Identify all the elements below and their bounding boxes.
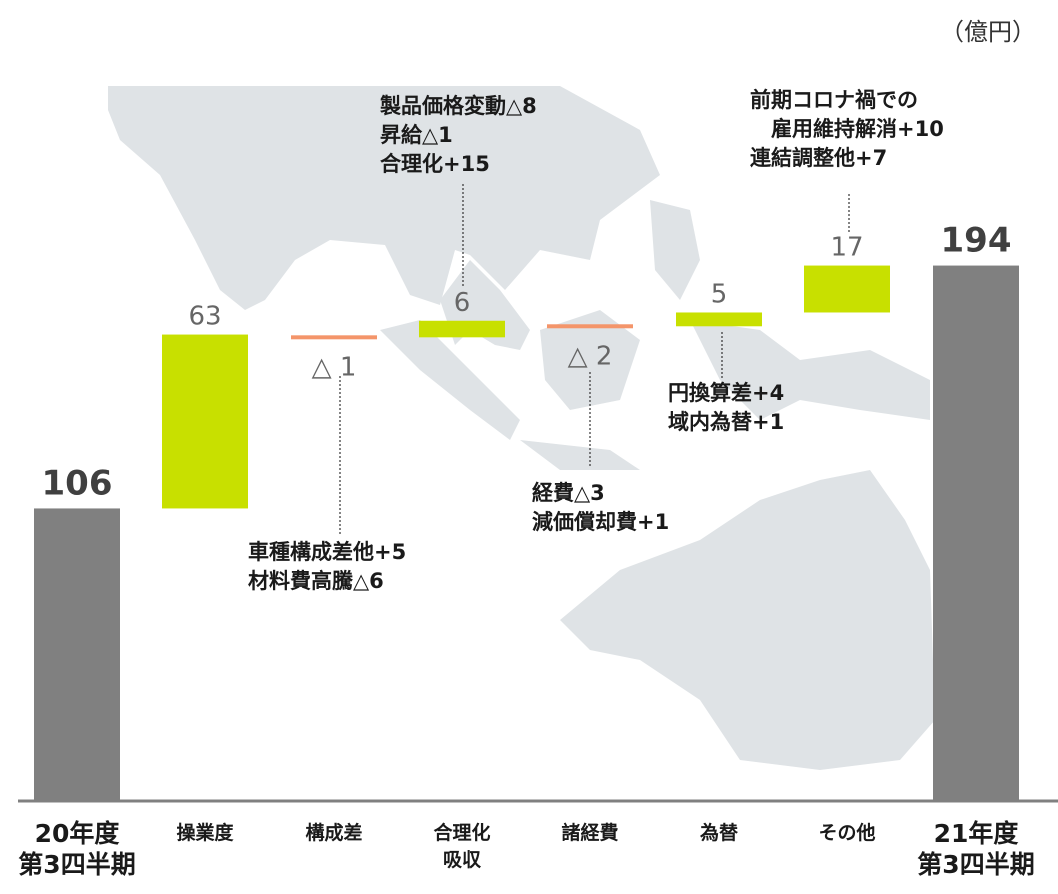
- value-label-4: △ 2: [568, 341, 613, 371]
- annotation-line: 雇用維持解消+10: [750, 117, 944, 141]
- annotation-line: 昇給△1: [380, 123, 453, 147]
- annotation-line: 材料費高騰△6: [248, 569, 384, 593]
- category-label-0: 20年度 第3四半期: [18, 819, 136, 879]
- bar-0: [34, 508, 120, 801]
- category-label-7: 21年度 第3四半期: [917, 819, 1035, 879]
- annotation-line: 減価償却費+1: [532, 510, 670, 534]
- annotation-line: 合理化+15: [380, 152, 490, 176]
- connector-layer: [339, 184, 850, 536]
- value-label-5: 5: [711, 279, 728, 309]
- bar-1: [162, 334, 248, 509]
- category-label-4: 諸経費: [561, 822, 619, 844]
- annotation-line: 連結調整他+7: [750, 146, 888, 170]
- category-label-3: 合理化 吸収: [433, 822, 491, 871]
- bar-6: [804, 265, 890, 313]
- value-label-2: △ 1: [312, 352, 357, 382]
- annotation-6: 前期コロナ禍での 雇用維持解消+10 連結調整他+7: [750, 86, 944, 173]
- value-label-layer: 106 63 △ 1 6 △ 2 5 17 194: [42, 221, 1012, 504]
- value-label-6: 17: [830, 233, 863, 263]
- category-label-2: 構成差: [305, 822, 363, 844]
- annotation-line: 前期コロナ禍での: [750, 88, 918, 112]
- annotation-line: 製品価格変動△8: [380, 94, 537, 118]
- annotation-line: 車種構成差他+5: [248, 540, 407, 564]
- value-label-1: 63: [188, 302, 221, 332]
- annotation-line: 域内為替+1: [668, 410, 785, 434]
- category-label-1: 操業度: [176, 822, 234, 844]
- category-label-5: 為替: [699, 822, 738, 844]
- bar-2: [291, 335, 377, 340]
- unit-label: （億円）: [940, 18, 1036, 46]
- annotation-5: 円換算差+4 域内為替+1: [668, 379, 784, 437]
- map-background: [108, 86, 935, 770]
- annotation-4: 経費△3 減価償却費+1: [532, 479, 669, 537]
- bar-4: [547, 324, 633, 329]
- bar-layer: [34, 265, 1019, 801]
- annotation-3: 製品価格変動△8 昇給△1 合理化+15: [380, 92, 537, 179]
- value-label-3: 6: [454, 288, 471, 318]
- annotation-2: 車種構成差他+5 材料費高騰△6: [248, 538, 406, 596]
- annotation-line: 円換算差+4: [668, 381, 785, 405]
- value-label-0: 106: [42, 463, 113, 503]
- annotation-line: 経費△3: [532, 481, 605, 505]
- bar-3: [419, 320, 505, 338]
- bar-5: [676, 312, 762, 327]
- value-label-7: 194: [941, 221, 1012, 261]
- bar-7: [933, 265, 1019, 801]
- category-label-6: その他: [818, 822, 876, 844]
